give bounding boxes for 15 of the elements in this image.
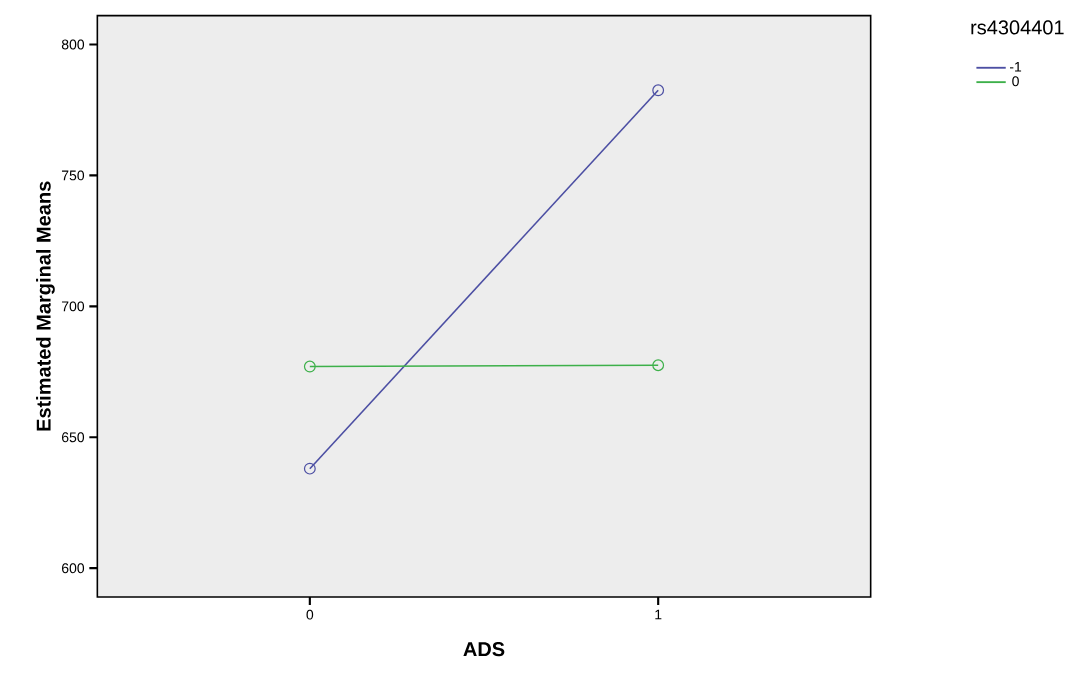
point: [652, 84, 665, 97]
point: [652, 359, 665, 372]
y-tick-label: 700: [61, 301, 85, 312]
point: [303, 462, 316, 475]
x-tick-label: 1: [655, 609, 662, 620]
legend-title: rs4304401: [971, 20, 1064, 35]
point: [303, 360, 316, 373]
y-tick-label: 650: [61, 432, 85, 443]
legend-label: -1: [1009, 61, 1022, 72]
y-tick-label: 750: [61, 170, 85, 181]
legend-label: 0: [1012, 76, 1019, 87]
y-axis-title: Estimated Marginal Means: [36, 181, 55, 431]
x-axis-title: ADS: [463, 642, 505, 657]
y-tick-label: 600: [61, 563, 85, 574]
y-tick-label: 800: [61, 39, 85, 50]
